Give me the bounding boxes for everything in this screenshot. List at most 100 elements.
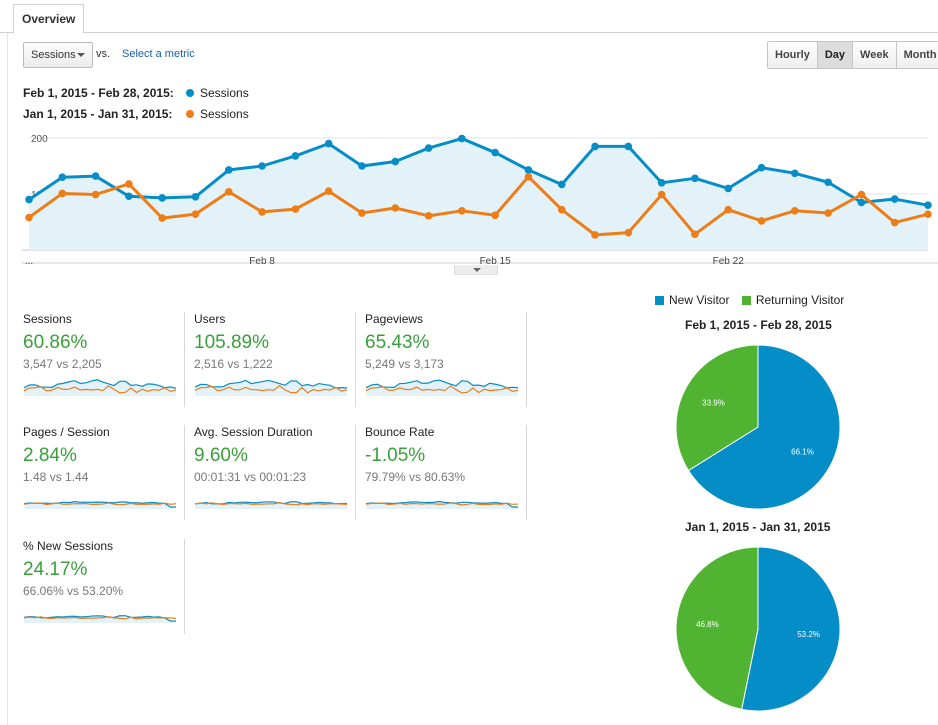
- metric-title: Avg. Session Duration: [194, 425, 313, 439]
- pie-chart-previous[interactable]: 53.2% 46.8%: [673, 544, 843, 714]
- data-point: [791, 207, 799, 215]
- tile-divider: [526, 312, 527, 407]
- left-border: [7, 33, 8, 725]
- metric-change: 24.17%: [23, 559, 88, 580]
- select-metric-link[interactable]: Select a metric: [122, 48, 195, 60]
- data-point: [624, 228, 633, 237]
- sparkline: [23, 615, 177, 623]
- metric-compare: 5,249 vs 3,173: [365, 357, 444, 371]
- sparkline-previous: [23, 385, 177, 394]
- data-point: [791, 169, 799, 178]
- week-button[interactable]: Week: [852, 42, 896, 68]
- pie-legend-returning-visitor[interactable]: Returning Visitor: [741, 293, 845, 307]
- data-point: [890, 195, 899, 203]
- pie-slice-label: 53.2%: [797, 630, 820, 639]
- tab-overview[interactable]: Overview: [13, 4, 85, 34]
- hourly-button[interactable]: Hourly: [768, 42, 817, 68]
- data-point: [291, 205, 300, 213]
- pie-slice: [741, 546, 841, 712]
- pie-slice-label: 46.8%: [696, 620, 719, 629]
- metric-tile-pages-per-session[interactable]: Pages / Session 2.84% 1.48 vs 1.44: [23, 425, 183, 520]
- metric-tile-users[interactable]: Users 105.89% 2,516 vs 1,222: [184, 312, 348, 407]
- data-point: [424, 144, 433, 152]
- data-point: [158, 214, 166, 222]
- metric-title: Bounce Rate: [365, 425, 435, 439]
- x-tick-label: Feb 8: [249, 256, 275, 267]
- sparkline-previous: [23, 616, 177, 620]
- data-point: [191, 193, 200, 201]
- legend-range: Feb 1, 2015 - Feb 28, 2015:: [23, 86, 174, 100]
- data-point: [757, 217, 766, 225]
- metric-tile-new-sessions[interactable]: % New Sessions 24.17% 66.06% vs 53.20%: [23, 539, 185, 634]
- metric-title: Pages / Session: [23, 425, 110, 439]
- x-tick-label: ...: [25, 256, 33, 267]
- metric-tile-sessions[interactable]: Sessions 60.86% 3,547 vs 2,205: [23, 312, 183, 407]
- sparkline-area: [24, 379, 176, 396]
- collapse-chart-handle[interactable]: [454, 265, 498, 275]
- metric-compare: 2,516 vs 1,222: [194, 357, 273, 371]
- data-point: [491, 148, 499, 157]
- tab-bar: Overview: [0, 0, 938, 34]
- data-point: [924, 210, 932, 218]
- sparkline-area: [366, 380, 518, 396]
- metric-title: Users: [194, 312, 226, 326]
- data-point: [291, 152, 300, 160]
- sparkline-current: [194, 379, 348, 389]
- metric-compare: 1.48 vs 1.44: [23, 470, 89, 484]
- tile-divider: [184, 539, 185, 634]
- data-point: [557, 180, 566, 189]
- data-point: [458, 207, 466, 215]
- data-point: [391, 157, 400, 166]
- metric-change: 65.43%: [365, 332, 430, 353]
- data-point: [324, 139, 333, 148]
- metric-title: % New Sessions: [23, 539, 114, 553]
- series-line: [28, 175, 929, 237]
- data-point: [824, 178, 832, 187]
- metric-tile-avg-session-duration[interactable]: Avg. Session Duration 9.60% 00:01:31 vs …: [184, 425, 348, 520]
- metric-compare: 79.79% vs 80.63%: [365, 470, 466, 484]
- metric-change: -1.05%: [365, 445, 426, 466]
- triangle-down-icon: [473, 268, 481, 272]
- pie-chart-current[interactable]: 66.1% 33.9%: [673, 342, 843, 512]
- sparkline-previous: [23, 502, 177, 506]
- pie-slice: [687, 344, 841, 510]
- data-point: [691, 230, 699, 239]
- pie-slice-label: 33.9%: [702, 398, 725, 407]
- legend-dot: [186, 89, 194, 97]
- data-point: [25, 213, 33, 222]
- metric-title: Sessions: [23, 312, 72, 326]
- data-point: [524, 166, 533, 174]
- month-button[interactable]: Month: [895, 42, 938, 68]
- data-point: [58, 189, 67, 198]
- data-point: [25, 195, 33, 204]
- metric-compare: 66.06% vs 53.20%: [23, 584, 124, 598]
- data-point: [358, 209, 366, 217]
- x-tick-label: Feb 15: [480, 256, 512, 267]
- tile-divider: [355, 312, 356, 407]
- pie-slice: [675, 546, 759, 710]
- metric-tile-bounce-rate[interactable]: Bounce Rate -1.05% 79.79% vs 80.63%: [355, 425, 527, 520]
- data-point: [591, 142, 599, 151]
- data-point: [125, 180, 133, 188]
- day-button[interactable]: Day: [816, 42, 853, 68]
- metric-tile-pageviews[interactable]: Pageviews 65.43% 5,249 vs 3,173: [355, 312, 527, 407]
- data-point: [657, 179, 666, 187]
- pie-legend-new-visitor[interactable]: New Visitor: [655, 293, 729, 307]
- metric-dropdown[interactable]: Sessions: [23, 42, 93, 68]
- pie-title: Feb 1, 2015 - Feb 28, 2015: [685, 318, 832, 332]
- data-point: [224, 166, 233, 174]
- data-point: [391, 204, 400, 212]
- sparkline-previous: [194, 384, 348, 394]
- sparkline-current: [23, 379, 177, 389]
- legend-dot: [186, 110, 194, 118]
- sparkline-current: [23, 615, 176, 622]
- metric-change: 9.60%: [194, 445, 248, 466]
- pie-slice: [675, 344, 759, 472]
- data-point: [491, 211, 499, 220]
- legend-label: Returning Visitor: [755, 293, 845, 307]
- metric-change: 60.86%: [23, 332, 88, 353]
- legend-label: New Visitor: [669, 293, 730, 307]
- sparkline: [23, 501, 177, 509]
- legend-range: Jan 1, 2015 - Jan 31, 2015:: [23, 107, 173, 121]
